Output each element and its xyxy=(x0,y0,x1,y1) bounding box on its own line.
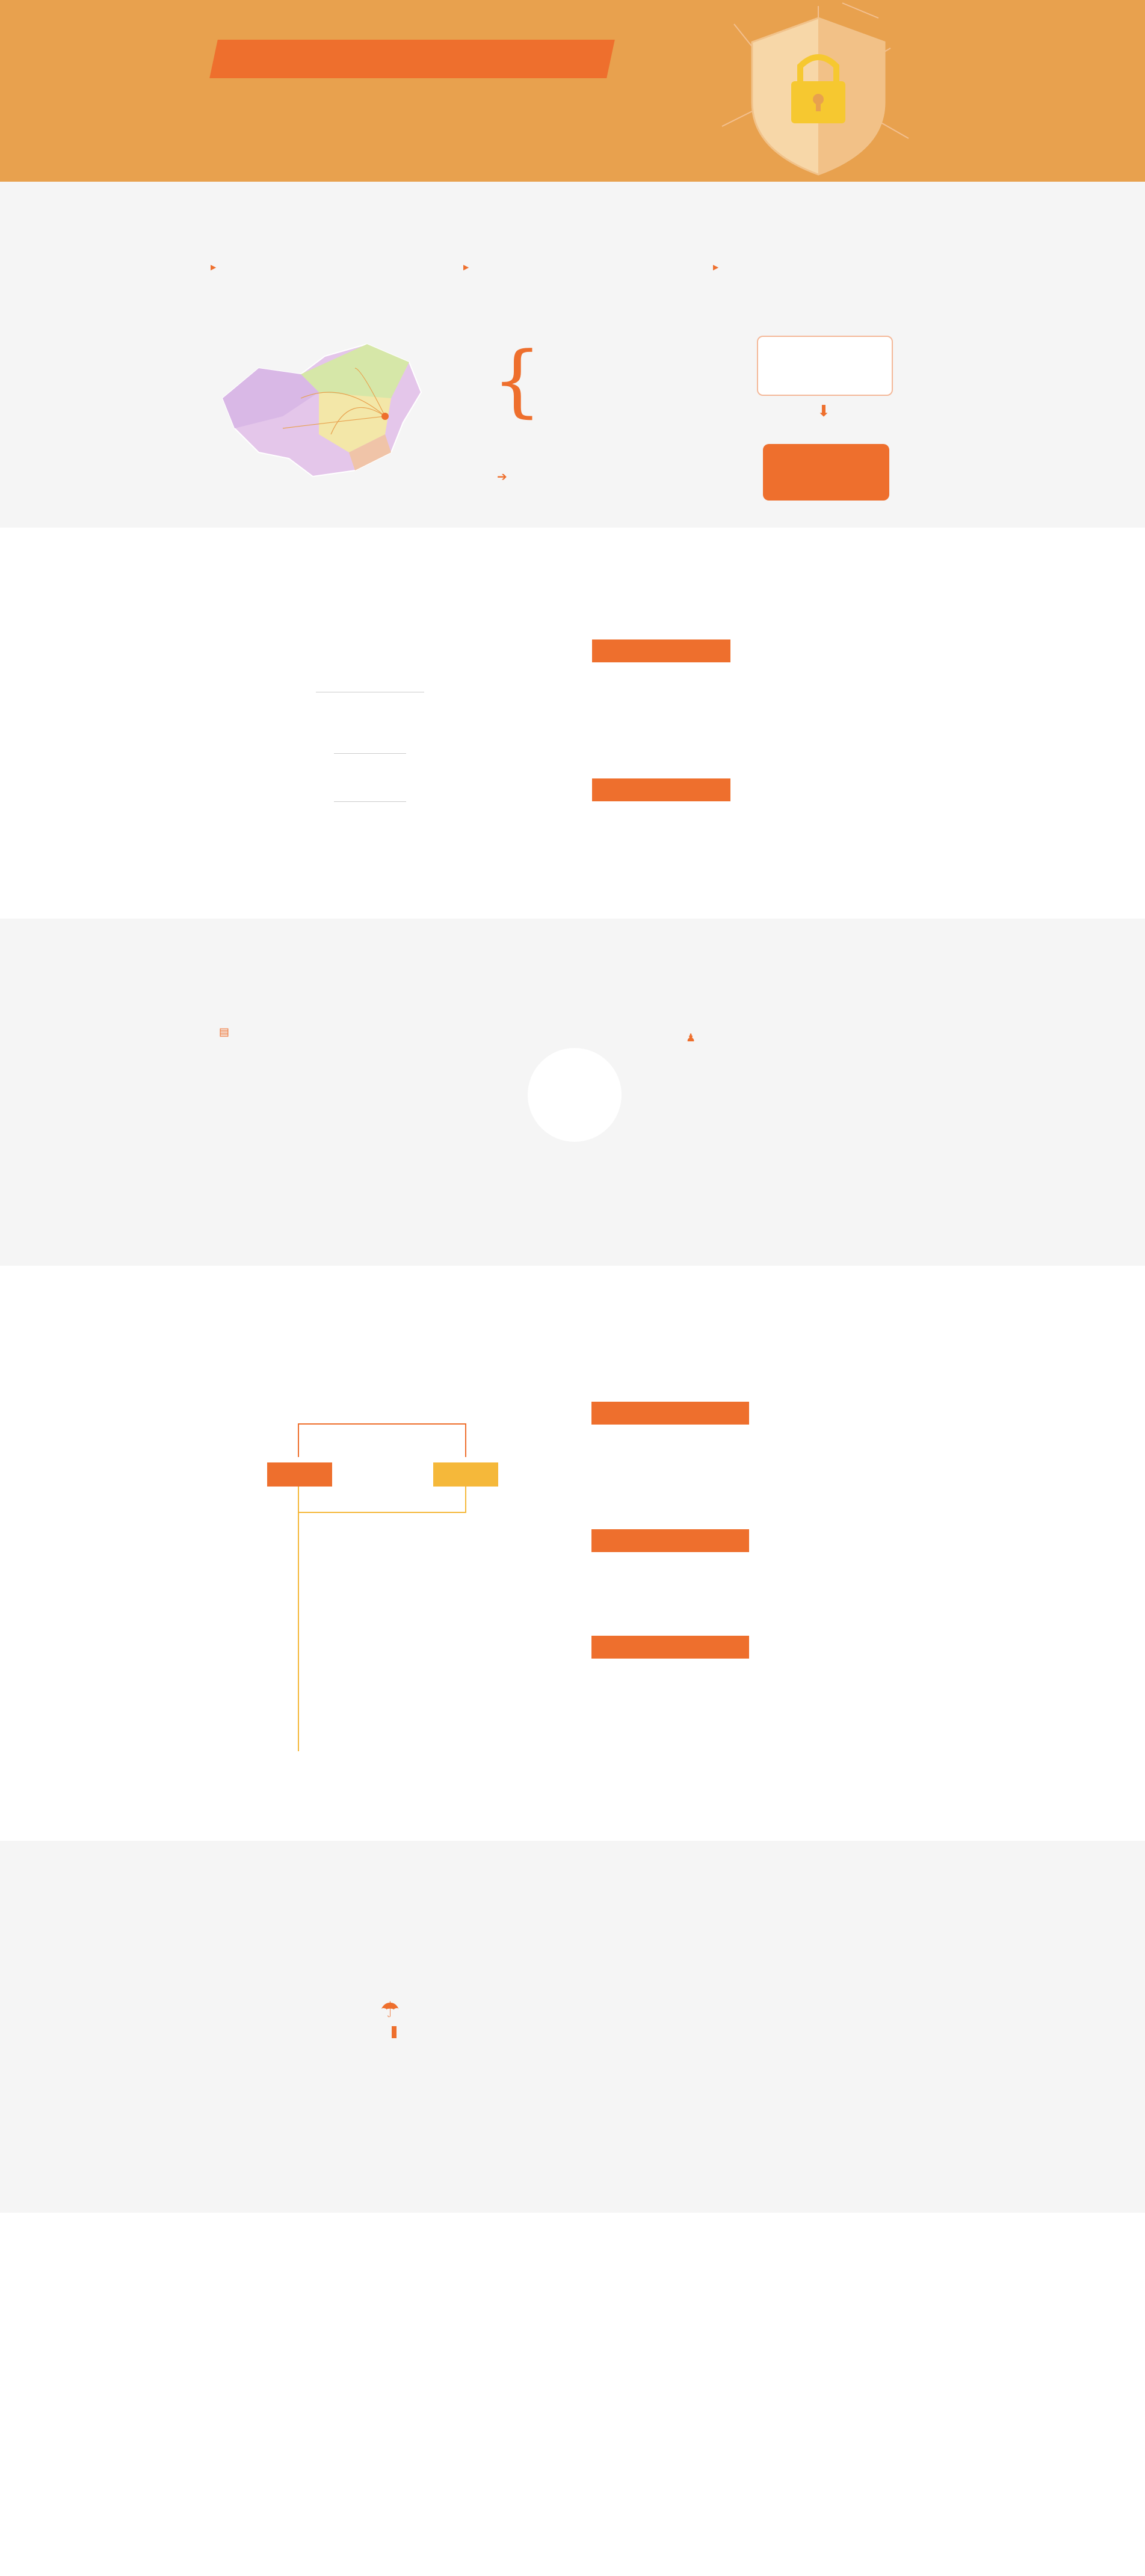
risk-ring-chart xyxy=(528,1048,622,1142)
hero-title xyxy=(209,40,615,78)
umbrella-icon: ☂ xyxy=(380,1997,400,2022)
section-compliance xyxy=(0,2213,1145,2576)
capital-bar-3 xyxy=(591,1636,749,1659)
flow-line xyxy=(298,1487,299,1751)
capital-bar-2 xyxy=(591,1529,749,1552)
flow-investor xyxy=(267,1462,332,1487)
capital-bar-1 xyxy=(591,1402,749,1425)
center-text xyxy=(349,2025,439,2040)
section-tech: ☂ xyxy=(0,1841,1145,2213)
monitor-box xyxy=(757,336,893,396)
section-capital xyxy=(0,1266,1145,1841)
flow-borrower xyxy=(433,1462,498,1487)
adjust-credit-box xyxy=(763,444,889,501)
divider xyxy=(334,753,406,754)
arrow-down-icon: ⬇ xyxy=(817,402,830,420)
triangle-icon: ▶ xyxy=(211,263,217,271)
flow-line xyxy=(298,1423,466,1457)
china-map-illustration xyxy=(221,343,422,478)
flow-line xyxy=(298,1487,466,1513)
triangle-icon: ▶ xyxy=(463,263,469,271)
document-icon: ▤ xyxy=(219,1026,230,1038)
student-loan-title: ♟ xyxy=(686,1032,696,1044)
triangle-icon: ▶ xyxy=(713,263,719,271)
section-risk: ▤ ♟ xyxy=(0,919,1145,1266)
shield-illustration xyxy=(721,2,909,176)
hero-features xyxy=(229,113,650,155)
section-partner: ▶ ▶ ▶ { ➔ ⬇ xyxy=(0,182,1145,528)
divider xyxy=(334,801,406,802)
brace-icon: { xyxy=(492,334,542,426)
section-audit xyxy=(0,528,1145,919)
arrow-right-icon: ➔ xyxy=(497,470,507,484)
car-loan-title: ▤ xyxy=(219,1026,229,1038)
audit-bar-1 xyxy=(592,639,730,662)
student-icon: ♟ xyxy=(686,1032,696,1044)
hero-banner xyxy=(0,0,1145,182)
audit-bar-2 xyxy=(592,778,730,801)
